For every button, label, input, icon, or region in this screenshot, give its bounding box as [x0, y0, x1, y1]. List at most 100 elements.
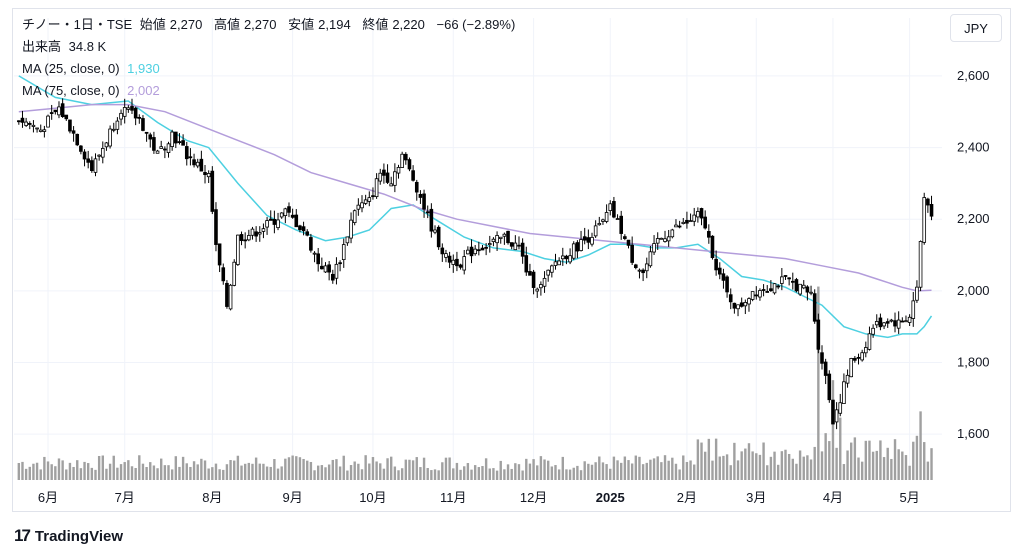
candle-body [823, 361, 828, 376]
volume-bar [572, 467, 575, 480]
currency-button[interactable]: JPY [950, 14, 1002, 42]
open-value: 2,270 [169, 17, 203, 32]
volume-bar [598, 456, 601, 480]
y-tick-label: 2,400 [957, 140, 990, 155]
volume-bar [254, 457, 258, 480]
candle-body [750, 291, 755, 300]
candle-body [367, 197, 372, 202]
volume-bar [583, 461, 586, 480]
volume-bar [853, 437, 857, 480]
candle-body [221, 267, 226, 282]
volume-bar [298, 457, 302, 480]
ma25-value: 1,930 [127, 61, 160, 76]
volume-bar [141, 463, 145, 480]
volume-bar [353, 461, 356, 480]
volume-bar [528, 463, 532, 480]
candle-body [90, 160, 94, 171]
candle-body [57, 106, 61, 116]
candle-body [502, 233, 507, 237]
candle-body [188, 156, 193, 159]
symbol-title[interactable]: チノー・1日・TSE [22, 17, 133, 32]
candle-body [535, 288, 540, 292]
volume-bar [174, 456, 178, 480]
low-value: 2,194 [318, 17, 351, 32]
volume-bar [86, 463, 90, 480]
candle-body [790, 280, 795, 283]
volume-bar [203, 460, 207, 480]
volume-bar [390, 456, 393, 480]
candle-body [316, 253, 320, 265]
volume-bar [846, 450, 849, 480]
volume-bar [729, 465, 732, 480]
grid-lines [14, 18, 942, 480]
volume-bar [97, 455, 101, 480]
open-label: 始値 [139, 17, 166, 32]
volume-bar [495, 470, 499, 480]
candle-body [915, 286, 919, 301]
volume-bar [868, 440, 871, 480]
candle-body [64, 114, 69, 120]
candle-body [469, 246, 474, 257]
candle-body [181, 140, 185, 146]
price-chart[interactable]: 2,600 2,400 2,200 2,000 1,800 1,600 6月 7月 8月 9月 1… [12, 8, 1011, 512]
candle-body [385, 172, 390, 183]
candle-body [677, 225, 682, 228]
volume-bar [386, 458, 389, 480]
candle-body [166, 143, 171, 153]
candle-body [451, 259, 456, 265]
candle-body [257, 232, 262, 235]
ma75-legend[interactable]: MA (75, close, 0) 2,002 [22, 82, 164, 100]
volume-bar [890, 458, 893, 480]
volume-bar [696, 439, 700, 480]
volume-bar [893, 439, 897, 480]
volume-bar [116, 467, 119, 480]
candle-body [177, 141, 182, 144]
volume-bar [550, 466, 554, 480]
candle-body [440, 247, 445, 255]
candle-body [352, 210, 357, 224]
volume-bar [101, 455, 104, 480]
candle-body [601, 219, 605, 222]
volume-bar [813, 446, 816, 480]
candle-body [371, 195, 375, 198]
candle-body [20, 117, 25, 123]
candle-body [27, 123, 32, 125]
candle-body [35, 127, 39, 130]
candle-body [261, 228, 266, 232]
candle-body [864, 347, 868, 354]
volume-bar [484, 458, 488, 480]
tradingview-brand[interactable]: 17 TradingView [14, 526, 123, 546]
candle-body [699, 208, 704, 219]
volume-bar [43, 456, 46, 480]
candle-body [130, 106, 134, 111]
x-tick-label: 8月 [202, 490, 222, 505]
candle-body [926, 198, 930, 206]
volume-bar [302, 458, 305, 480]
candle-body [400, 153, 404, 168]
volume-bar [65, 469, 68, 480]
volume-bar [408, 459, 411, 480]
volume-bar [817, 286, 820, 480]
tradingview-wordmark: TradingView [34, 527, 124, 545]
candle-body [53, 109, 58, 113]
volume-legend[interactable]: 出来高 34.8 K [22, 38, 110, 56]
volume-bar [287, 457, 291, 480]
volume-bar [54, 466, 57, 480]
volume-bar [766, 465, 769, 480]
volume-bar [864, 440, 868, 480]
volume-bar [437, 470, 440, 480]
ma75-value: 2,002 [127, 83, 160, 98]
volume-bar [682, 455, 685, 480]
volume-bar [273, 459, 276, 480]
candle-body [330, 273, 335, 281]
volume-bar [316, 465, 320, 480]
candle-body [495, 235, 499, 244]
candle-body [801, 284, 806, 289]
volume-bar [514, 463, 517, 480]
candle-body [279, 212, 284, 218]
candle-body [634, 264, 638, 269]
ma25-legend[interactable]: MA (25, close, 0) 1,930 [22, 60, 164, 78]
volume-bar [762, 442, 765, 480]
candle-body [670, 229, 675, 238]
volume-bar [149, 462, 152, 480]
